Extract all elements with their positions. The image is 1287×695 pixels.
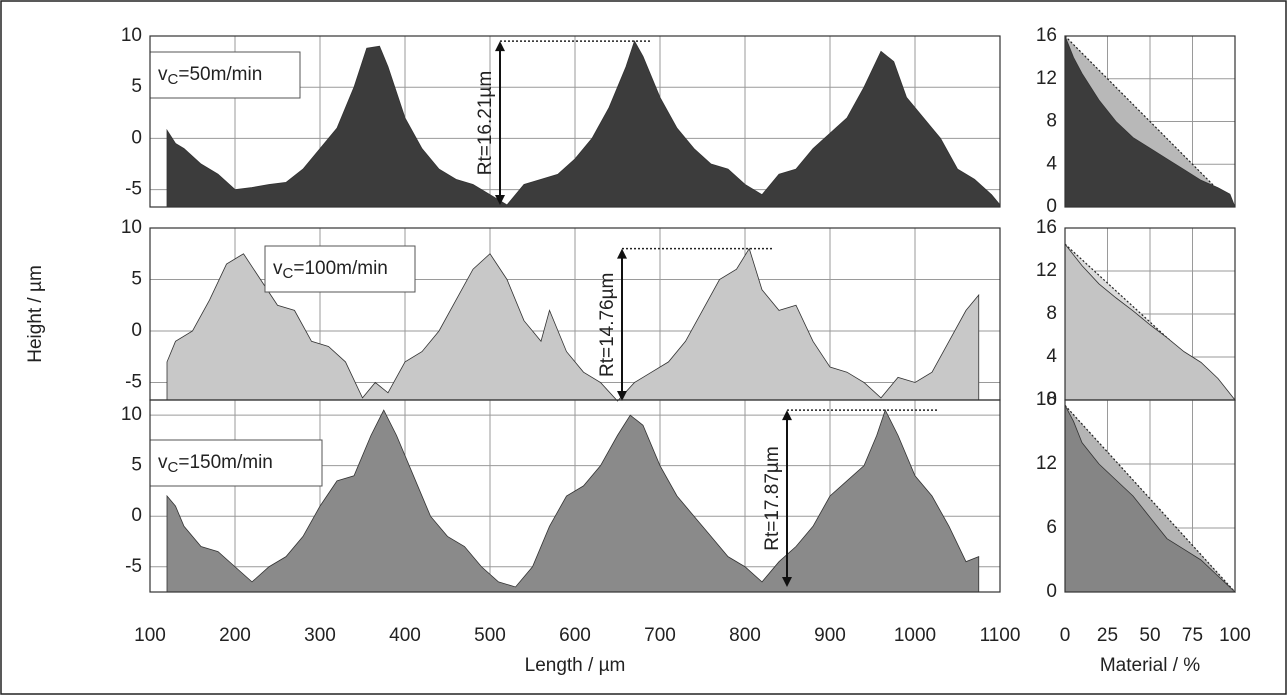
x-tick-label: 25 (1097, 625, 1118, 646)
annotation-box (264, 245, 416, 293)
arrow-head (782, 410, 792, 421)
annotation-part: v (158, 64, 168, 85)
y-tick-label: 0 (131, 505, 142, 526)
y-tick-label: 0 (1046, 196, 1057, 217)
annotation-part: =50m/min (178, 64, 262, 85)
x-tick-label: 200 (219, 625, 251, 646)
y-tick-label: 5 (131, 269, 142, 290)
x-tick-label: 600 (559, 625, 591, 646)
arrow-head (617, 248, 627, 259)
annotation: vC=100m/min (273, 258, 388, 282)
y-tick-label: 18 (1036, 389, 1057, 410)
y-tick-label: -5 (125, 556, 142, 577)
y-tick-label: -5 (125, 179, 142, 200)
area (166, 409, 980, 593)
annotation-part: v (273, 258, 283, 279)
y-tick-label: 5 (131, 455, 142, 476)
x-tick-label: 400 (389, 625, 421, 646)
y-tick-label: 8 (1046, 111, 1057, 132)
annotation-part: v (158, 452, 168, 473)
x-tick-label: 300 (304, 625, 336, 646)
panel-frame (1064, 35, 1236, 208)
x-tick-label: 100 (1219, 625, 1251, 646)
arrow-head (495, 41, 505, 52)
x-axis-label: Length / µm (525, 655, 626, 676)
y-axis-label: Height / µm (25, 265, 46, 363)
arrow-head (617, 391, 627, 402)
x-tick-label: 0 (1060, 625, 1071, 646)
y-tick-label: 16 (1036, 217, 1057, 238)
reference-line (1064, 35, 1236, 208)
x-tick-label: 1000 (894, 625, 936, 646)
x-tick-label: 500 (474, 625, 506, 646)
rt-label: Rt=16.21µm (475, 71, 496, 175)
y-tick-label: 12 (1036, 260, 1057, 281)
panel-frame (149, 399, 1001, 593)
y-tick-label: 0 (1046, 389, 1057, 410)
annotation: vC=150m/min (158, 452, 273, 476)
arrow-head (495, 194, 505, 205)
y-tick-label: -5 (125, 372, 142, 393)
y-tick-label: 10 (121, 25, 142, 46)
panel-frame (149, 35, 1001, 208)
y-tick-label: 0 (131, 320, 142, 341)
panel-frame (1064, 399, 1236, 593)
x-tick-label: 1100 (980, 625, 1021, 646)
area (166, 247, 980, 402)
y-tick-label: 4 (1046, 153, 1057, 174)
area (166, 40, 1001, 208)
rt-label: Rt=17.87µm (762, 446, 783, 550)
rt-label: Rt=14.76µm (597, 273, 618, 377)
annotation-part: =150m/min (178, 452, 273, 473)
y-tick-label: 10 (121, 217, 142, 238)
y-tick-label: 0 (131, 127, 142, 148)
annotation-box (149, 439, 323, 487)
annotation-box (149, 51, 301, 99)
annotation-part: C (168, 459, 179, 476)
x-axis-label: Material / % (1100, 655, 1200, 676)
annotation-part: C (168, 71, 179, 88)
x-tick-label: 75 (1182, 625, 1203, 646)
y-tick-label: 0 (1046, 581, 1057, 602)
area (1064, 35, 1236, 208)
x-tick-label: 800 (729, 625, 761, 646)
area (1064, 242, 1236, 401)
x-tick-label: 50 (1139, 625, 1160, 646)
y-tick-label: 16 (1036, 25, 1057, 46)
annotation: vC=50m/min (158, 64, 262, 88)
y-tick-label: 5 (131, 76, 142, 97)
y-tick-label: 12 (1036, 453, 1057, 474)
annotation-part: =100m/min (293, 258, 388, 279)
y-tick-label: 12 (1036, 68, 1057, 89)
x-tick-label: 700 (644, 625, 676, 646)
annotation-part: C (283, 265, 294, 282)
area (1064, 405, 1237, 593)
x-tick-label: 900 (814, 625, 846, 646)
x-tick-label: 100 (134, 625, 166, 646)
y-tick-label: 6 (1046, 517, 1057, 538)
arrow-head (782, 576, 792, 587)
y-tick-label: 8 (1046, 303, 1057, 324)
y-tick-label: 4 (1046, 346, 1057, 367)
y-tick-label: 10 (121, 404, 142, 425)
